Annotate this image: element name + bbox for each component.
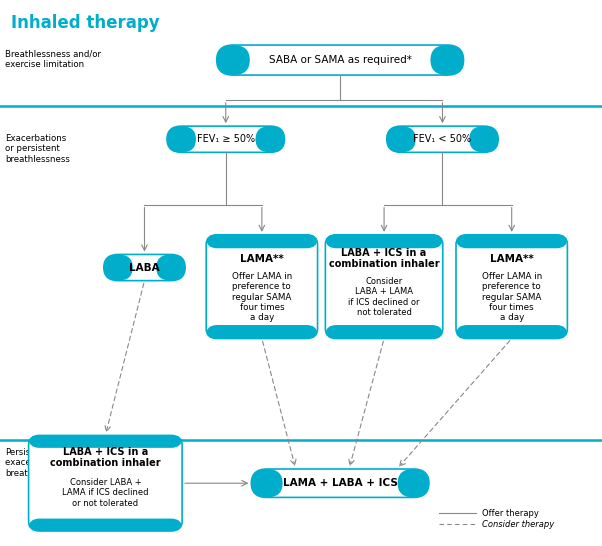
Text: LABA: LABA <box>129 263 160 272</box>
Text: FEV₁ < 50%: FEV₁ < 50% <box>414 134 471 144</box>
Text: LAMA**: LAMA** <box>490 254 533 264</box>
Text: Breathlessness and/or
exercise limitation: Breathlessness and/or exercise limitatio… <box>5 49 101 69</box>
Text: Persistent
exacerbations or
breathlessness: Persistent exacerbations or breathlessne… <box>5 448 77 478</box>
Text: LAMA + LABA + ICS: LAMA + LABA + ICS <box>283 478 397 488</box>
FancyBboxPatch shape <box>252 469 283 497</box>
FancyBboxPatch shape <box>430 45 464 75</box>
Text: Offer LAMA in
preference to
regular SAMA
four times
a day: Offer LAMA in preference to regular SAMA… <box>482 272 542 322</box>
Text: SABA or SAMA as required*: SABA or SAMA as required* <box>268 55 412 65</box>
FancyBboxPatch shape <box>397 469 429 497</box>
FancyBboxPatch shape <box>456 235 567 339</box>
Text: Consider LABA +
LAMA if ICS declined
or not tolerated: Consider LABA + LAMA if ICS declined or … <box>62 478 149 508</box>
Text: Consider
LABA + LAMA
if ICS declined or
not tolerated: Consider LABA + LAMA if ICS declined or … <box>349 277 420 317</box>
Text: LABA + ICS in a
combination inhaler: LABA + ICS in a combination inhaler <box>50 447 161 468</box>
FancyBboxPatch shape <box>325 235 443 339</box>
FancyBboxPatch shape <box>167 126 284 152</box>
FancyBboxPatch shape <box>167 126 196 152</box>
FancyBboxPatch shape <box>217 45 464 75</box>
FancyBboxPatch shape <box>470 126 498 152</box>
Text: Inhaled therapy: Inhaled therapy <box>11 14 160 32</box>
FancyBboxPatch shape <box>386 126 415 152</box>
FancyBboxPatch shape <box>456 235 567 248</box>
FancyBboxPatch shape <box>104 254 185 281</box>
FancyBboxPatch shape <box>325 235 443 248</box>
FancyBboxPatch shape <box>206 325 318 339</box>
FancyBboxPatch shape <box>28 436 182 531</box>
FancyBboxPatch shape <box>456 325 567 339</box>
Text: FEV₁ ≥ 50%: FEV₁ ≥ 50% <box>197 134 255 144</box>
Text: Consider therapy: Consider therapy <box>482 520 554 529</box>
FancyBboxPatch shape <box>104 254 132 281</box>
FancyBboxPatch shape <box>325 325 443 339</box>
FancyBboxPatch shape <box>256 126 284 152</box>
FancyBboxPatch shape <box>206 235 318 339</box>
Text: LABA + ICS in a
combination inhaler: LABA + ICS in a combination inhaler <box>329 248 439 269</box>
Text: Offer therapy: Offer therapy <box>482 509 538 518</box>
FancyBboxPatch shape <box>252 469 429 497</box>
FancyBboxPatch shape <box>206 235 318 248</box>
Text: LAMA**: LAMA** <box>240 254 284 264</box>
FancyBboxPatch shape <box>217 45 250 75</box>
FancyBboxPatch shape <box>386 126 498 152</box>
FancyBboxPatch shape <box>28 436 182 448</box>
FancyBboxPatch shape <box>28 519 182 531</box>
Text: Offer LAMA in
preference to
regular SAMA
four times
a day: Offer LAMA in preference to regular SAMA… <box>232 272 292 322</box>
FancyBboxPatch shape <box>157 254 185 281</box>
Text: Exacerbations
or persistent
breathlessness: Exacerbations or persistent breathlessne… <box>5 134 70 164</box>
